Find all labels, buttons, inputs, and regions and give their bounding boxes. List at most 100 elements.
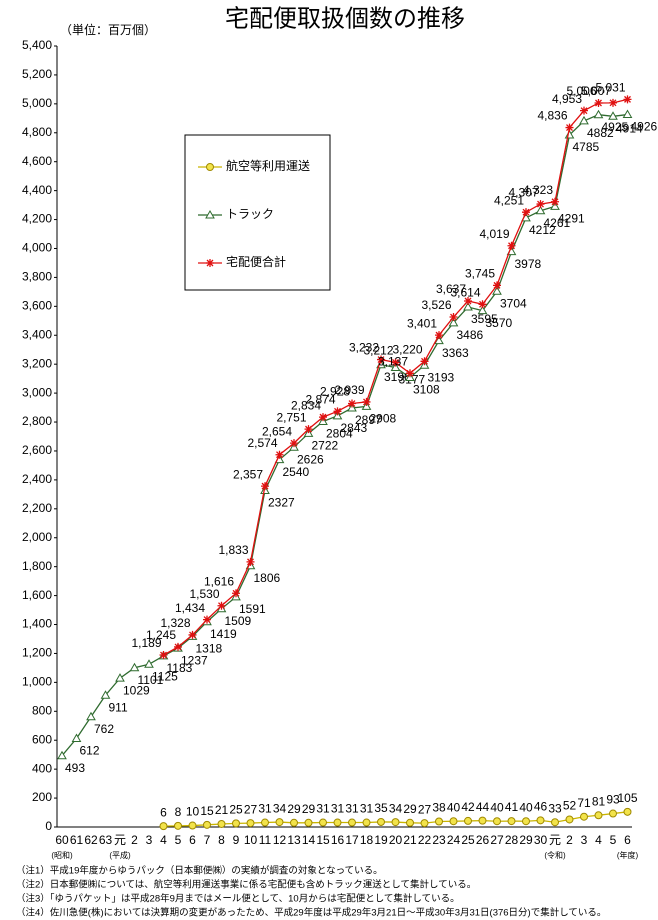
data-point (246, 819, 255, 828)
data-point (188, 821, 197, 830)
data-label: 2,939 (334, 383, 364, 397)
y-tick-label: 5,000 (22, 96, 52, 110)
data-label: 2804 (326, 427, 353, 441)
data-label: 31 (331, 802, 345, 816)
data-point (290, 818, 298, 827)
y-tick-label: 1,200 (22, 646, 52, 660)
data-label: 41 (505, 800, 519, 814)
data-point (464, 816, 472, 825)
data-label: 1,833 (218, 543, 248, 557)
x-tick-label: 22 (418, 833, 432, 847)
data-label: 40 (519, 800, 533, 814)
data-point (435, 817, 443, 826)
data-label: 44 (476, 800, 490, 814)
data-label: 4926 (631, 120, 658, 134)
data-point (203, 615, 211, 624)
data-label: 3570 (486, 316, 513, 330)
data-point (275, 450, 284, 459)
data-label: 2,928 (320, 385, 350, 399)
data-label: 2,357 (233, 467, 263, 481)
data-label: 27 (418, 802, 432, 816)
data-label: 2,654 (262, 424, 292, 438)
x-tick-label: 63 (99, 833, 113, 847)
data-point (522, 208, 530, 217)
y-tick-label: 2,600 (22, 443, 52, 457)
data-label: 2,574 (247, 436, 277, 450)
data-point (477, 305, 488, 315)
data-label: 2843 (341, 421, 368, 435)
data-point (522, 817, 530, 826)
data-point (535, 205, 546, 215)
x-tick-label: 3 (146, 833, 153, 847)
data-point (507, 241, 516, 250)
data-point (623, 807, 632, 816)
data-point (565, 815, 574, 824)
data-point (448, 317, 459, 327)
y-tick-label: 2,400 (22, 472, 52, 486)
y-tick-label: 1,400 (22, 617, 52, 631)
data-point (406, 369, 414, 378)
data-label: 35 (374, 801, 388, 815)
data-label: 40 (490, 800, 504, 814)
data-point (362, 397, 371, 406)
data-point (362, 818, 371, 827)
data-point (551, 818, 559, 827)
data-label: 4785 (573, 140, 600, 154)
data-label: 3108 (413, 383, 440, 397)
x-tick-label: 20 (389, 833, 403, 847)
data-point (593, 109, 604, 119)
data-label: 4,307 (508, 185, 538, 199)
data-point (536, 200, 545, 209)
data-label: 2897 (355, 413, 382, 427)
data-point (71, 733, 82, 742)
data-label: 6 (160, 805, 167, 819)
data-label: 1509 (225, 614, 252, 628)
data-point (261, 482, 269, 491)
data-label: 4,323 (523, 183, 553, 197)
data-label: 5,007 (581, 84, 611, 98)
data-label: 3,220 (392, 342, 422, 356)
data-point (492, 286, 502, 295)
data-label: 4882 (587, 126, 614, 140)
data-point (232, 819, 240, 828)
data-label: 3595 (471, 312, 498, 326)
y-tick-label: 2,800 (22, 414, 52, 428)
data-point (144, 659, 154, 668)
x-tick-label: 3 (581, 833, 588, 847)
data-label: 4,836 (537, 109, 567, 123)
data-point (188, 630, 197, 639)
y-tick-label: 3,400 (22, 327, 52, 341)
data-point (377, 817, 385, 826)
series-line (61, 113, 628, 757)
legend-label: 宅配便合計 (226, 254, 286, 269)
data-label: 46 (534, 800, 548, 814)
footnote: （注3）「ゆうパケット」は平成28年9月まではメール便として、10月からは宅配便… (16, 893, 460, 905)
x-tick-label: 4 (595, 833, 602, 847)
data-label: 4925 (602, 120, 629, 134)
data-point (608, 111, 618, 120)
data-point (217, 819, 226, 828)
data-label: 3,212 (363, 344, 393, 358)
data-point (174, 821, 182, 830)
x-tick-label: 4 (160, 833, 167, 847)
data-point (319, 413, 327, 422)
x-tick-label: 21 (403, 833, 417, 847)
data-point (319, 818, 327, 827)
data-point (377, 355, 385, 364)
data-label: 1419 (210, 627, 237, 641)
x-tick-label: 2 (566, 833, 573, 847)
x-tick-label: 10 (244, 833, 258, 847)
data-label: 1,530 (189, 587, 219, 601)
data-label: 1029 (123, 683, 150, 697)
data-point (290, 439, 298, 448)
data-point (86, 711, 96, 721)
footnote: （注2）日本郵便㈱については、航空等利用運送事業に係る宅配便も含めトラック運送と… (16, 879, 476, 891)
x-era-label: (令和) (544, 850, 566, 860)
data-label: 1318 (196, 642, 223, 656)
data-label: 1125 (152, 669, 178, 683)
data-label: 29 (287, 802, 301, 816)
data-label: 1591 (239, 602, 266, 616)
x-tick-label: 11 (259, 833, 272, 847)
data-point (435, 331, 443, 340)
